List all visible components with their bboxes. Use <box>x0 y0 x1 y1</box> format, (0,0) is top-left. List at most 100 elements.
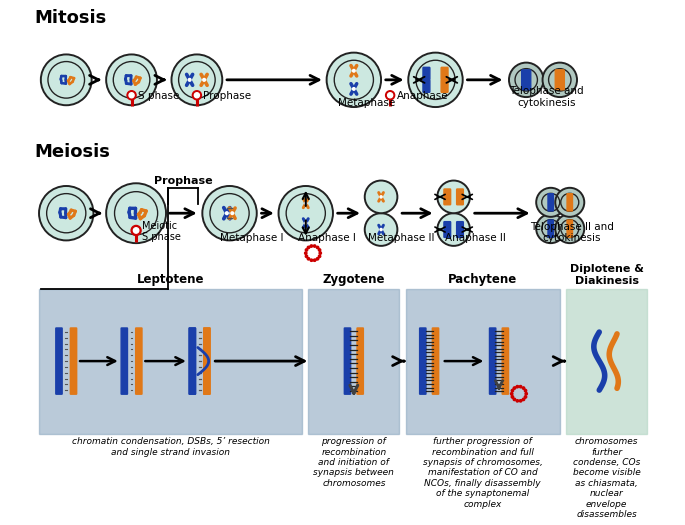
Circle shape <box>305 252 307 254</box>
Circle shape <box>319 252 321 254</box>
Circle shape <box>314 245 316 247</box>
Circle shape <box>519 400 522 402</box>
Circle shape <box>131 225 141 235</box>
FancyBboxPatch shape <box>444 222 451 237</box>
FancyBboxPatch shape <box>423 80 430 92</box>
FancyBboxPatch shape <box>55 328 62 394</box>
Circle shape <box>380 228 382 230</box>
Circle shape <box>306 249 308 251</box>
Circle shape <box>314 259 316 261</box>
Text: Leptotene: Leptotene <box>137 273 204 286</box>
FancyBboxPatch shape <box>357 328 363 394</box>
Circle shape <box>513 387 516 389</box>
Circle shape <box>129 93 134 98</box>
Text: Mitosis: Mitosis <box>34 9 107 27</box>
Circle shape <box>171 55 223 105</box>
Circle shape <box>106 183 166 243</box>
Text: chromatin condensation, DSBs, 5’ resection
and single strand invasion: chromatin condensation, DSBs, 5’ resecti… <box>72 437 269 457</box>
Text: Metaphase II: Metaphase II <box>369 233 435 243</box>
Circle shape <box>380 196 382 198</box>
Circle shape <box>522 387 525 389</box>
Circle shape <box>522 398 525 401</box>
FancyBboxPatch shape <box>548 194 553 211</box>
FancyBboxPatch shape <box>121 328 127 394</box>
Circle shape <box>316 258 319 260</box>
Circle shape <box>510 393 513 395</box>
FancyBboxPatch shape <box>566 289 647 434</box>
Circle shape <box>513 398 516 401</box>
Circle shape <box>308 258 310 260</box>
Circle shape <box>437 181 470 213</box>
FancyBboxPatch shape <box>441 80 448 92</box>
Text: Zygotene: Zygotene <box>323 273 385 286</box>
Circle shape <box>511 390 514 392</box>
FancyBboxPatch shape <box>203 328 210 394</box>
FancyBboxPatch shape <box>441 67 448 80</box>
Text: Metaphase: Metaphase <box>338 98 395 108</box>
Text: Telophase and
cytokinesis: Telophase and cytokinesis <box>509 87 584 108</box>
Circle shape <box>41 55 92 105</box>
Circle shape <box>319 255 321 257</box>
Circle shape <box>308 246 310 249</box>
FancyBboxPatch shape <box>432 328 438 394</box>
FancyBboxPatch shape <box>502 328 508 394</box>
Text: further progression of
recombination and full
synapsis of chromosomes,
manifesta: further progression of recombination and… <box>423 437 543 509</box>
Circle shape <box>556 188 584 217</box>
Circle shape <box>319 249 321 251</box>
FancyBboxPatch shape <box>71 328 77 394</box>
Circle shape <box>316 246 319 249</box>
Circle shape <box>305 202 307 204</box>
Text: Anaphase: Anaphase <box>397 91 449 101</box>
Circle shape <box>364 181 397 213</box>
Circle shape <box>231 212 234 215</box>
Circle shape <box>543 62 577 97</box>
FancyBboxPatch shape <box>490 328 496 394</box>
FancyBboxPatch shape <box>556 70 564 90</box>
Text: Diplotene &
Diakinesis: Diplotene & Diakinesis <box>569 264 643 286</box>
Circle shape <box>519 385 522 388</box>
FancyBboxPatch shape <box>444 189 451 205</box>
Text: S phase: S phase <box>138 91 179 101</box>
Text: Anaphase I: Anaphase I <box>299 233 356 243</box>
Text: Telophase II and
cytokinesis: Telophase II and cytokinesis <box>530 222 614 243</box>
Text: progression of
recombination
and initiation of
synapsis between
chromosomes: progression of recombination and initiat… <box>314 437 395 488</box>
Circle shape <box>195 93 199 98</box>
Circle shape <box>353 69 355 72</box>
Text: chromosomes
further
condense, COs
become visible
as chiasmata,
nuclear
envelope
: chromosomes further condense, COs become… <box>573 437 640 519</box>
FancyBboxPatch shape <box>39 289 302 434</box>
Text: Meiosis: Meiosis <box>34 143 110 161</box>
Circle shape <box>536 214 565 243</box>
Circle shape <box>388 93 393 98</box>
Text: Metaphase I: Metaphase I <box>221 233 284 243</box>
Circle shape <box>525 393 527 395</box>
FancyBboxPatch shape <box>345 328 351 394</box>
FancyBboxPatch shape <box>457 222 463 237</box>
Circle shape <box>310 259 312 261</box>
FancyBboxPatch shape <box>567 220 573 237</box>
FancyBboxPatch shape <box>548 220 553 237</box>
FancyBboxPatch shape <box>406 289 560 434</box>
Circle shape <box>279 186 333 240</box>
Text: Prophase: Prophase <box>203 91 251 101</box>
Circle shape <box>509 62 543 97</box>
Text: Anaphase II: Anaphase II <box>445 233 506 243</box>
Circle shape <box>437 213 470 246</box>
FancyBboxPatch shape <box>567 194 573 211</box>
Circle shape <box>327 52 381 107</box>
Circle shape <box>306 255 308 257</box>
Circle shape <box>39 186 93 240</box>
Circle shape <box>386 91 395 100</box>
Text: Pachytene: Pachytene <box>448 273 517 286</box>
Circle shape <box>516 400 519 402</box>
Circle shape <box>310 245 312 247</box>
Circle shape <box>524 396 527 398</box>
FancyBboxPatch shape <box>189 328 195 394</box>
Circle shape <box>516 385 519 388</box>
FancyBboxPatch shape <box>203 328 210 394</box>
Circle shape <box>556 214 584 243</box>
Text: Meiotic
S phase: Meiotic S phase <box>142 220 182 242</box>
Circle shape <box>524 390 527 392</box>
Circle shape <box>188 78 191 81</box>
Circle shape <box>225 212 228 215</box>
FancyBboxPatch shape <box>189 328 195 394</box>
